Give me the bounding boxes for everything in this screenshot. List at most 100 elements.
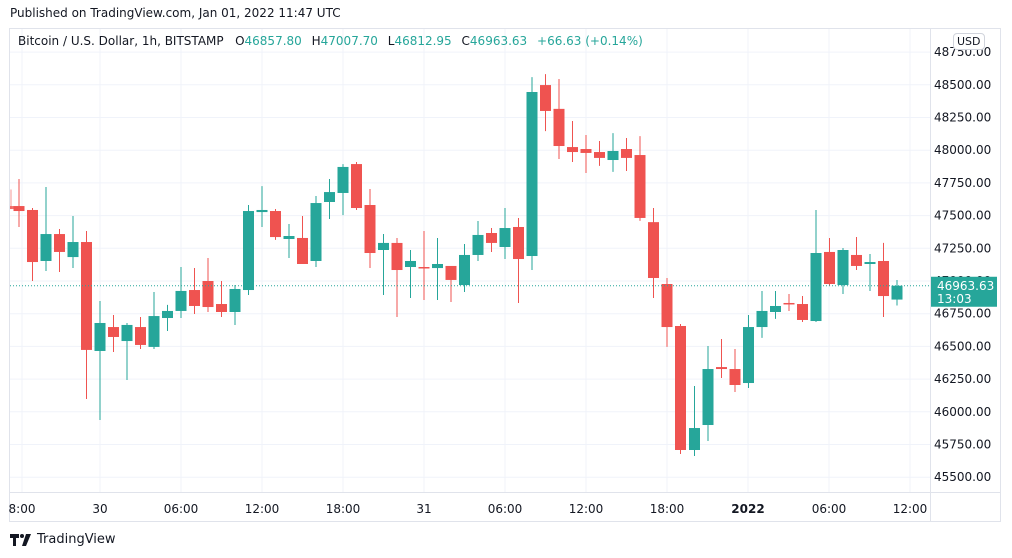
candle[interactable] [486, 232, 497, 243]
candle[interactable] [405, 260, 416, 268]
candle[interactable] [364, 205, 376, 254]
candle[interactable] [148, 316, 160, 347]
candle[interactable] [891, 285, 903, 300]
candle[interactable] [851, 254, 862, 266]
candle[interactable] [351, 164, 362, 209]
candle[interactable] [310, 203, 322, 261]
candle[interactable] [513, 226, 524, 260]
candle[interactable] [54, 234, 65, 252]
currency-badge[interactable]: USD [953, 33, 985, 50]
candle[interactable] [634, 155, 646, 218]
candle[interactable] [270, 211, 281, 238]
candle[interactable] [40, 234, 52, 261]
price-axis-label: 48000.00 [934, 143, 991, 157]
candle[interactable] [378, 242, 389, 251]
candle[interactable] [553, 108, 565, 147]
candle[interactable] [675, 325, 686, 450]
candle[interactable] [472, 234, 484, 255]
candle[interactable] [324, 192, 335, 202]
price-axis-label: 45500.00 [934, 470, 991, 484]
time-axis-label: 12:00 [893, 502, 928, 516]
price-axis-label: 46500.00 [934, 339, 991, 353]
candle[interactable] [770, 305, 781, 312]
candle[interactable] [202, 281, 214, 308]
candle[interactable] [716, 367, 727, 370]
candle[interactable] [81, 242, 92, 350]
high-value: 47007.70 [320, 34, 378, 48]
candle[interactable] [689, 428, 700, 450]
candle[interactable] [108, 327, 119, 337]
time-axis-label: 30 [92, 502, 107, 516]
price-axis-label: 47500.00 [934, 209, 991, 223]
candle[interactable] [743, 327, 754, 384]
time-axis-label: 8:00 [9, 502, 36, 516]
candle[interactable] [445, 265, 457, 280]
candle[interactable] [810, 253, 822, 322]
price-axis-label: 46750.00 [934, 307, 991, 321]
candle[interactable] [67, 242, 79, 258]
price-axis-label: 47250.00 [934, 241, 991, 255]
candle[interactable] [756, 310, 768, 328]
candle[interactable] [648, 222, 659, 278]
candle[interactable] [189, 290, 200, 306]
candle[interactable] [540, 85, 551, 111]
candle[interactable] [135, 327, 146, 345]
candle[interactable] [661, 284, 673, 328]
candle[interactable] [94, 322, 106, 351]
candle[interactable] [283, 236, 295, 240]
candle[interactable] [229, 288, 241, 312]
candle[interactable] [580, 149, 592, 153]
candle[interactable] [864, 262, 876, 264]
brand-name: TradingView [37, 532, 116, 547]
low-value: 46812.95 [394, 34, 452, 48]
candle[interactable] [121, 324, 133, 342]
candle[interactable] [418, 267, 430, 269]
symbol-title[interactable]: Bitcoin / U.S. Dollar, 1h, BITSTAMP [18, 34, 224, 48]
price-axis-label: 45750.00 [934, 438, 991, 452]
time-axis-label: 12:00 [245, 502, 280, 516]
candle[interactable] [216, 304, 227, 312]
candle[interactable] [824, 251, 835, 285]
time-axis-label: 06:00 [164, 502, 199, 516]
candle[interactable] [797, 304, 808, 320]
time-axis-label: 2022 [731, 502, 764, 516]
chart-frame [9, 28, 1001, 522]
close-label: C [461, 34, 470, 48]
high-label: H [311, 34, 321, 48]
candle[interactable] [337, 166, 349, 193]
candle[interactable] [526, 91, 538, 257]
candle[interactable] [499, 228, 511, 247]
time-axis-label: 18:00 [650, 502, 685, 516]
time-axis-label: 12:00 [569, 502, 604, 516]
chart-legend: Bitcoin / U.S. Dollar, 1h, BITSTAMP O468… [18, 34, 643, 48]
candle[interactable] [175, 290, 187, 311]
candle[interactable] [783, 302, 795, 305]
candle[interactable] [391, 242, 403, 271]
close-value: 46963.63 [469, 34, 528, 48]
candle[interactable] [607, 150, 619, 161]
candle[interactable] [432, 263, 443, 269]
svg-text:13:03: 13:03 [937, 292, 972, 306]
price-axis-label: 48500.00 [934, 78, 991, 92]
candle[interactable] [13, 206, 25, 212]
candle[interactable] [567, 147, 578, 153]
time-axis-label: 06:00 [812, 502, 847, 516]
candle[interactable] [729, 369, 741, 385]
candle[interactable] [594, 152, 605, 158]
candle[interactable] [27, 209, 38, 263]
candle[interactable] [243, 211, 254, 291]
candle[interactable] [837, 250, 849, 286]
candles[interactable] [13, 74, 903, 457]
candle[interactable] [256, 209, 268, 213]
time-axis-label: 06:00 [488, 502, 523, 516]
candle[interactable] [878, 260, 889, 297]
candle[interactable] [459, 254, 470, 286]
candle[interactable] [297, 237, 308, 264]
candle[interactable] [162, 310, 173, 319]
svg-text:46963.63: 46963.63 [937, 279, 994, 293]
candle[interactable] [621, 149, 632, 158]
last-price-tag [931, 276, 997, 307]
candle[interactable] [702, 369, 714, 426]
footer-brand[interactable]: TradingView [10, 532, 116, 547]
